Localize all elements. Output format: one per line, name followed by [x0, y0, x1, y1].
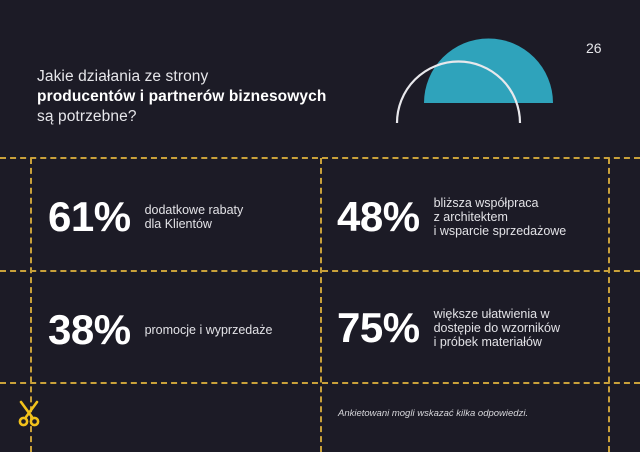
- stat-value: 61%: [48, 193, 131, 240]
- stat-value: 38%: [48, 306, 131, 353]
- page-title: Jakie działania ze strony producentów i …: [37, 67, 326, 127]
- title-line-2: producentów i partnerów biznesowych: [37, 88, 327, 105]
- title-line-1: Jakie działania ze strony: [37, 68, 209, 85]
- stat-38: 38% promocje i wyprzedaże: [48, 309, 272, 351]
- stat-48: 48% bliższa współpraca z architektem i w…: [337, 193, 567, 240]
- stat-description: dodatkowe rabaty dla Klientów: [144, 203, 244, 231]
- stat-value: 75%: [337, 304, 420, 351]
- stat-value: 48%: [337, 193, 420, 240]
- grid-line-right: [608, 158, 610, 452]
- stat-description: promocje i wyprzedaże: [144, 323, 273, 337]
- grid-line-center: [320, 158, 322, 452]
- stat-61: 61% dodatkowe rabaty dla Klientów: [48, 196, 243, 238]
- page-number: 26: [586, 40, 602, 56]
- grid-line-left: [30, 158, 32, 452]
- footnote: Ankietowani mogli wskazać kilka odpowied…: [338, 408, 529, 419]
- stat-description: większe ułatwienia w dostępie do wzornik…: [433, 307, 561, 349]
- stat-75: 75% większe ułatwienia w dostępie do wzo…: [337, 304, 561, 351]
- scissors-icon: [18, 400, 40, 427]
- decorative-semicircles-icon: [395, 38, 553, 124]
- stat-description: bliższa współpraca z architektem i wspar…: [433, 196, 567, 238]
- title-line-3: są potrzebne?: [37, 108, 137, 125]
